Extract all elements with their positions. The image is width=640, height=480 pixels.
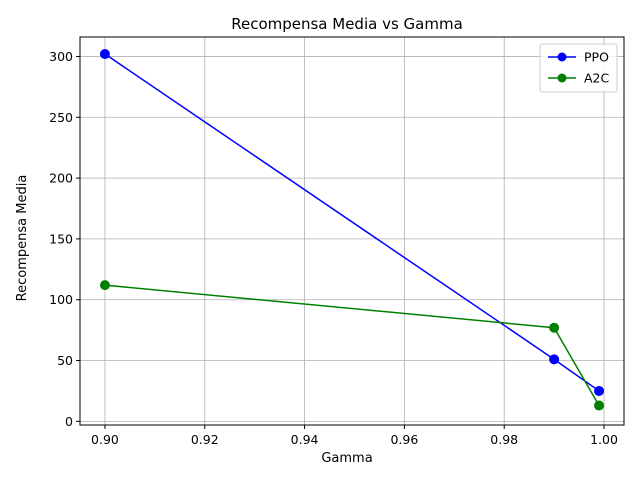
data-point-a2c — [594, 400, 605, 411]
y-tick-label: 150 — [49, 231, 73, 246]
x-tick-label: 0.98 — [490, 432, 518, 447]
legend: PPO A2C — [539, 43, 618, 93]
data-point-ppo — [99, 49, 110, 60]
series-layer — [99, 49, 605, 411]
x-tick-label: 0.96 — [390, 432, 418, 447]
legend-label-a2c: A2C — [584, 71, 610, 86]
y-tick-label: 0 — [65, 414, 73, 429]
ticks: 0.90 0.92 0.94 0.96 0.98 1.00 0 50 100 150 200 250 3… — [49, 49, 618, 447]
legend-marker-ppo — [557, 52, 567, 62]
legend-label-ppo: PPO — [584, 50, 609, 65]
y-tick-label: 300 — [49, 49, 73, 64]
series-line-a2c — [104, 284, 600, 406]
data-point-ppo — [594, 385, 605, 396]
x-axis-label: Gamma — [321, 451, 372, 466]
x-tick-label: 0.94 — [291, 432, 319, 447]
y-tick-label: 50 — [57, 353, 73, 368]
x-tick-label: 0.92 — [191, 432, 219, 447]
y-axis-label: Recompensa Media — [15, 175, 30, 302]
data-point-ppo — [549, 354, 560, 365]
plot-frame — [79, 36, 625, 426]
y-tick-label: 200 — [49, 171, 73, 186]
data-point-a2c — [99, 280, 110, 291]
y-tick-label: 250 — [49, 110, 73, 125]
grid — [80, 37, 624, 425]
x-tick-label: 1.00 — [590, 432, 618, 447]
chart-title: Recompensa Media vs Gamma — [231, 15, 463, 33]
data-point-a2c — [549, 322, 560, 333]
y-tick-label: 100 — [49, 292, 73, 307]
series-line-ppo — [104, 53, 600, 392]
legend-marker-a2c — [557, 73, 567, 83]
x-tick-label: 0.90 — [91, 432, 119, 447]
